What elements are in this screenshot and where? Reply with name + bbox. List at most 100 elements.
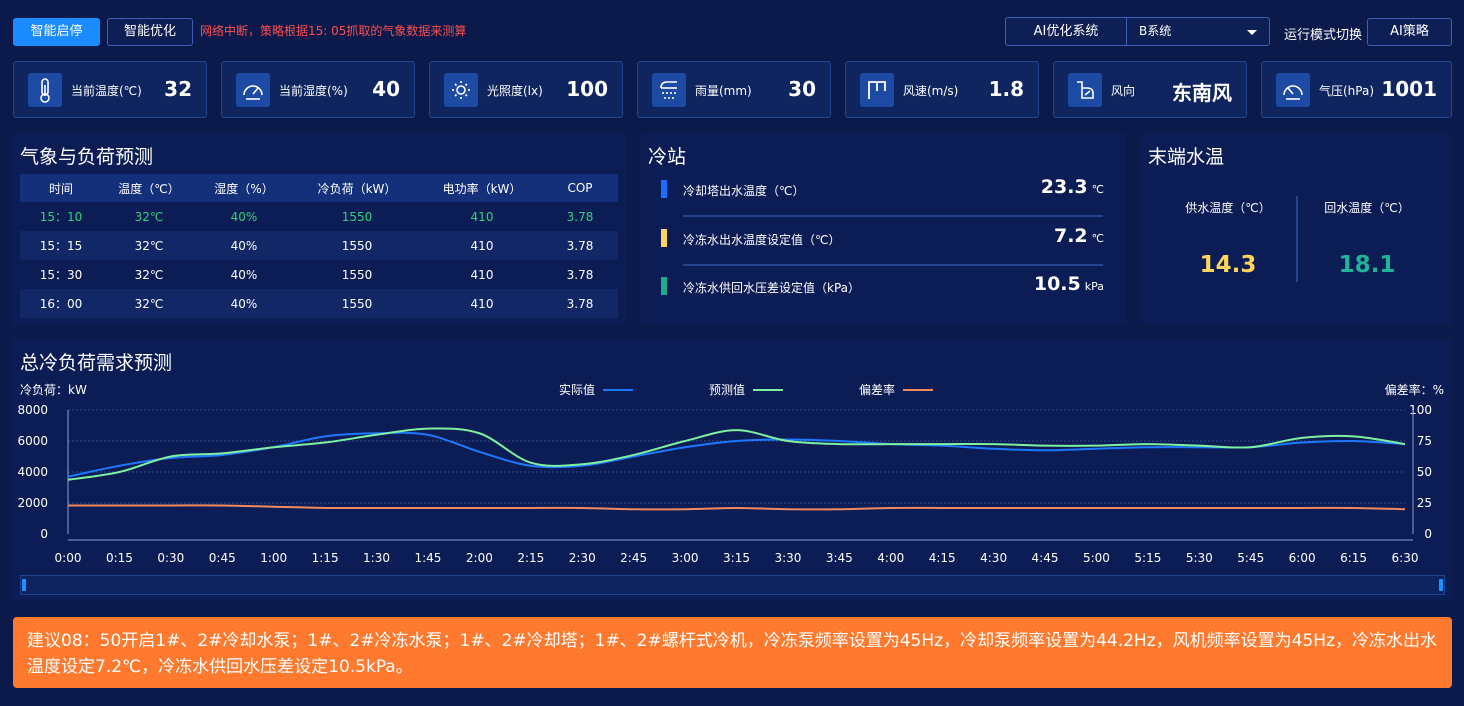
table-row: 15：30 32℃ 40% 1550 410 3.78 <box>20 260 618 289</box>
indicator-bar <box>661 277 667 295</box>
cell-cooling-load: 1550 <box>341 267 373 282</box>
metric-pressure: 气压(hPa) 1001 <box>1261 61 1452 118</box>
return-temp-value: 18.1 <box>1338 252 1396 278</box>
x-tick-label: 4:45 <box>1032 551 1059 565</box>
x-tick-label: 4:30 <box>980 551 1007 565</box>
metric-temperature: 当前温度(℃) 32 <box>13 61 207 118</box>
x-tick-label: 1:00 <box>260 551 287 565</box>
table-row: 15：10 32℃ 40% 1550 410 3.78 <box>20 202 618 231</box>
x-tick-label: 4:00 <box>877 551 904 565</box>
smart-start-stop-button[interactable]: 智能启停 <box>13 18 100 46</box>
metric-value: 40 <box>372 77 400 101</box>
forecast-table: 时间 温度（℃） 湿度（%） 冷负荷（kW） 电功率（kW） COP 15：10… <box>20 174 618 318</box>
slider-handle-left[interactable] <box>22 579 26 591</box>
metric-label: 风速(m/s) <box>903 84 959 98</box>
chart-title: 总冷负荷需求预测 <box>20 352 173 374</box>
cs-label: 冷却塔出水温度（℃） <box>683 184 805 198</box>
ai-system-label: AI优化系统 <box>1006 18 1127 45</box>
x-tick-label: 3:00 <box>672 551 699 565</box>
y2-tick-label: 0 <box>1424 527 1432 541</box>
cs-value: 23.3 ℃ <box>1040 176 1104 198</box>
cooling-tower-outlet-temp-row: 冷却塔出水温度（℃） 23.3 ℃ <box>661 169 1104 217</box>
chevron-down-icon <box>1247 30 1257 35</box>
indicator-bar <box>661 180 667 198</box>
x-tick-label: 0:00 <box>55 551 82 565</box>
cell-power: 410 <box>470 209 494 224</box>
cold-station-title: 冷站 <box>648 146 687 168</box>
metric-label: 气压(hPa) <box>1319 84 1375 98</box>
terminal-water-title: 末端水温 <box>1148 146 1225 168</box>
metric-rainfall: 雨量(mm) 30 <box>637 61 831 118</box>
metric-value: 1.8 <box>988 77 1024 101</box>
metric-illuminance: 光照度(lx) 100 <box>429 61 623 118</box>
system-select[interactable]: B系统 <box>1127 18 1269 45</box>
metric-value: 1001 <box>1381 77 1437 101</box>
metric-humidity: 当前湿度(%) 40 <box>221 61 415 118</box>
cell-cooling-load: 1550 <box>292 289 422 318</box>
divider <box>683 215 1103 217</box>
forecast-title: 气象与负荷预测 <box>20 146 154 168</box>
x-tick-label: 3:30 <box>774 551 801 565</box>
y-axis-title: 冷负荷：kW <box>20 383 87 397</box>
suggestion-banner: 建议08：50开启1#、2#冷却水泵；1#、2#冷冻水泵；1#、2#冷却塔；1#… <box>13 617 1452 688</box>
cell-time: 16：00 <box>20 289 102 318</box>
x-tick-label: 5:30 <box>1186 551 1213 565</box>
x-tick-label: 5:45 <box>1237 551 1264 565</box>
x-tick-label: 1:30 <box>363 551 390 565</box>
legend-label-1: 预测值 <box>709 382 745 397</box>
chilled-water-pressure-diff-row: 冷冻水供回水压差设定值（kPa） 10.5 kPa <box>661 266 1104 314</box>
cell-temperature: 32℃ <box>134 267 164 282</box>
rain-icon <box>652 73 686 107</box>
thermometer-icon <box>28 73 62 107</box>
metric-value: 东南风 <box>1172 81 1232 105</box>
pressure-gauge-icon <box>1276 73 1310 107</box>
mode-switch-button[interactable]: AI策略 <box>1367 18 1452 46</box>
indicator-bar <box>661 229 667 247</box>
col-header-time: 时间 <box>20 174 102 202</box>
x-tick-label: 3:45 <box>826 551 853 565</box>
cell-cop: 3.78 <box>542 231 618 260</box>
x-tick-label: 6:00 <box>1289 551 1316 565</box>
smart-optimize-button[interactable]: 智能优化 <box>107 18 193 46</box>
x-tick-label: 2:00 <box>466 551 493 565</box>
y2-axis-title: 偏差率：% <box>1385 382 1444 397</box>
sun-icon <box>444 73 478 107</box>
col-header-humidity: 湿度（%） <box>196 174 292 202</box>
cell-humidity: 40% <box>196 289 292 318</box>
cell-power: 410 <box>422 231 542 260</box>
cell-temperature: 32℃ <box>102 289 196 318</box>
metric-label: 光照度(lx) <box>487 84 543 98</box>
x-tick-label: 5:00 <box>1083 551 1110 565</box>
metric-value: 32 <box>164 77 192 101</box>
humidity-gauge-icon <box>236 73 270 107</box>
ai-system-selector: AI优化系统 B系统 <box>1005 17 1270 46</box>
cell-cooling-load: 1550 <box>341 209 373 224</box>
table-row: 15：15 32℃ 40% 1550 410 3.78 <box>20 231 618 260</box>
metric-value: 30 <box>788 77 816 101</box>
y-tick-label: 6000 <box>17 434 48 448</box>
y-tick-label: 4000 <box>17 465 48 479</box>
y-tick-label: 8000 <box>17 403 48 417</box>
x-tick-label: 6:15 <box>1340 551 1367 565</box>
network-alert-text: 网络中断，策略根据15: 05抓取的气象数据来测算 <box>200 24 467 38</box>
supply-temp-block: 供水温度（℃） 14.3 <box>1153 199 1303 278</box>
series-line-0 <box>67 431 1406 478</box>
legend-label-2: 偏差率 <box>859 382 895 397</box>
y2-tick-label: 50 <box>1417 465 1432 479</box>
terminal-water-panel: 末端水温 供水温度（℃） 14.3 回水温度（℃） 18.1 <box>1141 134 1452 324</box>
cell-time: 15：10 <box>39 210 83 224</box>
supply-temp-label: 供水温度（℃） <box>1185 201 1271 215</box>
cell-cooling-load: 1550 <box>292 231 422 260</box>
series-line-2 <box>68 504 1406 511</box>
chart-range-slider[interactable] <box>20 575 1445 595</box>
cell-temperature: 32℃ <box>102 231 196 260</box>
col-header-temperature: 温度（℃） <box>102 174 196 202</box>
slider-handle-right[interactable] <box>1439 579 1443 591</box>
y-tick-label: 2000 <box>17 496 48 510</box>
cell-time: 15：15 <box>20 231 102 260</box>
x-tick-label: 5:15 <box>1134 551 1161 565</box>
metric-wind-speed: 风速(m/s) 1.8 <box>845 61 1039 118</box>
top-bar: 智能启停 智能优化 网络中断，策略根据15: 05抓取的气象数据来测算 AI优化… <box>0 0 1464 60</box>
y-tick-label: 0 <box>40 527 48 541</box>
cell-power: 410 <box>422 289 542 318</box>
